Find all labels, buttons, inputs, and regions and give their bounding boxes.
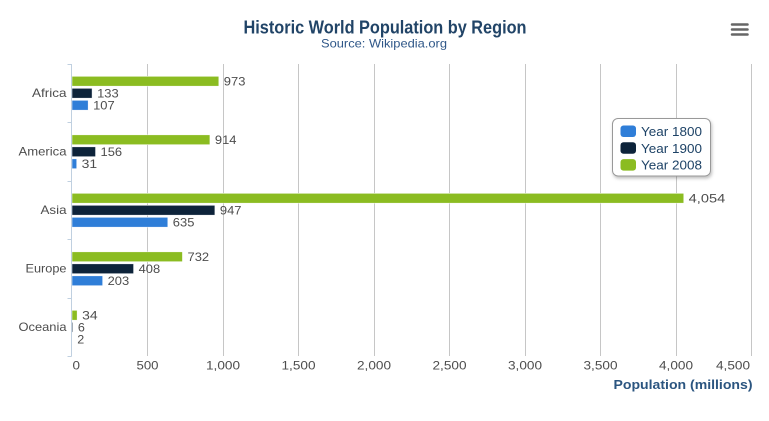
svg-text:Historic World Population by R: Historic World Population by Region	[244, 18, 527, 38]
svg-text:Year 1800: Year 1800	[641, 124, 702, 139]
svg-text:156: 156	[101, 145, 123, 159]
svg-text:4,500: 4,500	[716, 359, 750, 373]
svg-text:Year 1900: Year 1900	[641, 141, 702, 156]
svg-text:4,000: 4,000	[659, 359, 693, 373]
svg-text:Europe: Europe	[26, 262, 67, 276]
svg-text:408: 408	[139, 262, 161, 276]
svg-text:Year 2008: Year 2008	[641, 158, 702, 173]
svg-text:3,000: 3,000	[508, 359, 542, 373]
svg-text:Africa: Africa	[32, 86, 67, 100]
svg-text:732: 732	[188, 250, 210, 264]
svg-text:2: 2	[77, 333, 84, 347]
svg-text:0: 0	[73, 359, 81, 373]
svg-text:31: 31	[82, 157, 98, 171]
svg-text:635: 635	[173, 216, 195, 230]
svg-text:Source: Wikipedia.org: Source: Wikipedia.org	[321, 37, 447, 51]
svg-text:203: 203	[108, 274, 130, 288]
svg-text:Oceania: Oceania	[19, 320, 67, 334]
svg-text:914: 914	[215, 133, 237, 147]
svg-text:Population (millions): Population (millions)	[614, 377, 753, 392]
svg-text:107: 107	[93, 99, 115, 113]
svg-text:Asia: Asia	[41, 203, 67, 217]
svg-text:1,500: 1,500	[282, 359, 316, 373]
svg-text:2,500: 2,500	[433, 359, 467, 373]
svg-text:947: 947	[220, 204, 242, 218]
svg-text:973: 973	[224, 75, 246, 89]
svg-text:4,054: 4,054	[689, 192, 726, 206]
svg-text:500: 500	[137, 359, 159, 373]
svg-text:2,000: 2,000	[357, 359, 391, 373]
svg-text:America: America	[19, 145, 67, 159]
svg-text:1,000: 1,000	[206, 359, 240, 373]
svg-text:3,500: 3,500	[584, 359, 618, 373]
